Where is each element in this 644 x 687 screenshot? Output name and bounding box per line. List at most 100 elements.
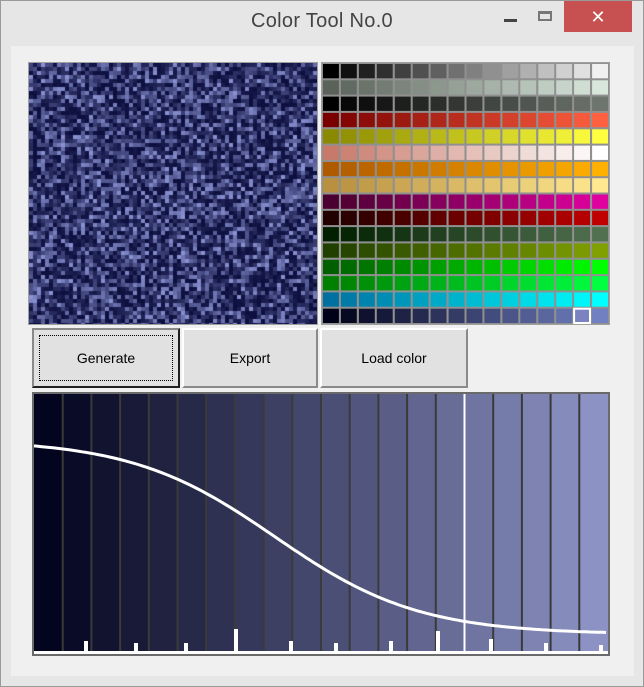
palette-swatch[interactable] <box>574 112 590 128</box>
palette-swatch[interactable] <box>358 161 375 177</box>
palette-swatch[interactable] <box>394 227 411 242</box>
palette-swatch[interactable] <box>466 96 483 111</box>
palette-swatch[interactable] <box>448 112 465 128</box>
palette-swatch[interactable] <box>448 292 465 307</box>
palette-swatch[interactable] <box>412 161 429 177</box>
palette-swatch[interactable] <box>412 227 429 242</box>
palette-swatch[interactable] <box>502 96 519 111</box>
palette-swatch[interactable] <box>484 227 501 242</box>
palette-swatch[interactable] <box>323 112 339 128</box>
palette-swatch[interactable] <box>574 243 590 258</box>
palette-swatch[interactable] <box>556 112 573 128</box>
palette-swatch[interactable] <box>448 80 465 95</box>
palette-swatch[interactable] <box>340 80 357 95</box>
palette-swatch[interactable] <box>430 259 447 275</box>
palette-swatch[interactable] <box>502 145 519 160</box>
palette-swatch[interactable] <box>538 112 555 128</box>
palette-swatch[interactable] <box>340 308 357 323</box>
palette-swatch[interactable] <box>538 227 555 242</box>
palette-swatch[interactable] <box>466 243 483 258</box>
palette-swatch[interactable] <box>358 80 375 95</box>
palette-swatch[interactable] <box>466 210 483 226</box>
palette-swatch[interactable] <box>538 64 555 79</box>
palette-swatch[interactable] <box>323 259 339 275</box>
palette-swatch[interactable] <box>520 276 537 291</box>
palette-swatch[interactable] <box>502 259 519 275</box>
palette-swatch[interactable] <box>412 259 429 275</box>
palette-swatch[interactable] <box>484 80 501 95</box>
selected-swatch[interactable] <box>573 307 592 324</box>
palette-swatch[interactable] <box>448 210 465 226</box>
palette-swatch[interactable] <box>448 227 465 242</box>
palette-swatch[interactable] <box>430 178 447 193</box>
palette-swatch[interactable] <box>394 210 411 226</box>
palette-swatch[interactable] <box>556 194 573 209</box>
palette-swatch[interactable] <box>430 80 447 95</box>
palette-swatch[interactable] <box>358 112 375 128</box>
palette-swatch[interactable] <box>340 227 357 242</box>
palette-swatch[interactable] <box>376 178 393 193</box>
palette-swatch[interactable] <box>466 112 483 128</box>
palette-swatch[interactable] <box>484 178 501 193</box>
ramp-tick-marker[interactable] <box>436 631 440 651</box>
palette-swatch[interactable] <box>502 64 519 79</box>
palette-swatch[interactable] <box>574 64 590 79</box>
palette-swatch[interactable] <box>556 259 573 275</box>
palette-swatch[interactable] <box>466 292 483 307</box>
load-color-button[interactable]: Load color <box>320 328 468 388</box>
palette-swatch[interactable] <box>448 64 465 79</box>
palette-swatch[interactable] <box>394 64 411 79</box>
palette-swatch[interactable] <box>574 276 590 291</box>
palette-swatch[interactable] <box>323 210 339 226</box>
palette-swatch[interactable] <box>466 161 483 177</box>
minimize-button[interactable] <box>492 1 528 31</box>
palette-swatch[interactable] <box>358 227 375 242</box>
ramp-tick-marker[interactable] <box>334 643 338 651</box>
palette-swatch[interactable] <box>412 129 429 144</box>
palette-swatch[interactable] <box>556 178 573 193</box>
close-button[interactable]: ✕ <box>564 1 632 32</box>
palette-swatch[interactable] <box>323 276 339 291</box>
palette-swatch[interactable] <box>448 129 465 144</box>
palette-swatch[interactable] <box>340 64 357 79</box>
palette-swatch[interactable] <box>430 161 447 177</box>
palette-swatch[interactable] <box>394 276 411 291</box>
palette-swatch[interactable] <box>394 161 411 177</box>
palette-swatch[interactable] <box>520 227 537 242</box>
palette-swatch[interactable] <box>484 292 501 307</box>
palette-swatch[interactable] <box>430 112 447 128</box>
palette-swatches[interactable] <box>322 63 609 324</box>
palette-swatch[interactable] <box>412 194 429 209</box>
palette-swatch[interactable] <box>376 194 393 209</box>
palette-swatch[interactable] <box>466 259 483 275</box>
palette-swatch[interactable] <box>484 64 501 79</box>
ramp-tick-marker[interactable] <box>489 639 493 651</box>
palette-swatch[interactable] <box>484 243 501 258</box>
palette-swatch[interactable] <box>502 276 519 291</box>
palette-swatch[interactable] <box>556 308 573 323</box>
palette-swatch[interactable] <box>394 194 411 209</box>
ramp-tick-marker[interactable] <box>84 641 88 651</box>
palette-swatch[interactable] <box>448 243 465 258</box>
palette-swatch[interactable] <box>592 276 608 291</box>
palette-swatch[interactable] <box>520 259 537 275</box>
palette-swatch[interactable] <box>592 145 608 160</box>
palette-swatch[interactable] <box>394 259 411 275</box>
palette-swatch[interactable] <box>592 210 608 226</box>
palette-swatch[interactable] <box>340 259 357 275</box>
palette-swatch[interactable] <box>448 276 465 291</box>
palette-swatch[interactable] <box>394 96 411 111</box>
palette-swatch[interactable] <box>538 308 555 323</box>
palette-swatch[interactable] <box>376 210 393 226</box>
palette-swatch[interactable] <box>376 96 393 111</box>
palette-swatch[interactable] <box>358 145 375 160</box>
palette-swatch[interactable] <box>340 129 357 144</box>
palette-swatch[interactable] <box>502 308 519 323</box>
palette-swatch[interactable] <box>466 276 483 291</box>
palette-swatch[interactable] <box>466 64 483 79</box>
palette-swatch[interactable] <box>412 112 429 128</box>
palette-swatch[interactable] <box>484 259 501 275</box>
palette-swatch[interactable] <box>520 112 537 128</box>
palette-swatch[interactable] <box>376 161 393 177</box>
palette-swatch[interactable] <box>323 161 339 177</box>
